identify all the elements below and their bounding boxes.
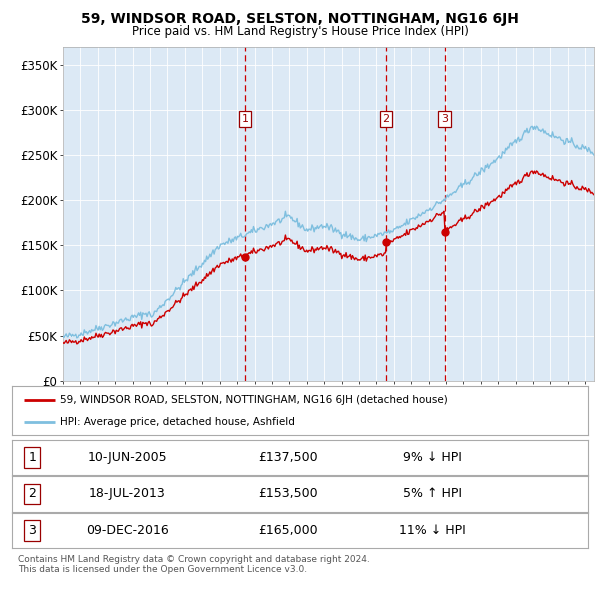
Text: 59, WINDSOR ROAD, SELSTON, NOTTINGHAM, NG16 6JH (detached house): 59, WINDSOR ROAD, SELSTON, NOTTINGHAM, N… <box>60 395 448 405</box>
Text: HPI: Average price, detached house, Ashfield: HPI: Average price, detached house, Ashf… <box>60 417 295 427</box>
Text: £165,000: £165,000 <box>259 524 318 537</box>
Text: This data is licensed under the Open Government Licence v3.0.: This data is licensed under the Open Gov… <box>18 565 307 574</box>
Text: 11% ↓ HPI: 11% ↓ HPI <box>399 524 466 537</box>
Text: £137,500: £137,500 <box>259 451 318 464</box>
Text: 18-JUL-2013: 18-JUL-2013 <box>89 487 166 500</box>
Text: £153,500: £153,500 <box>259 487 318 500</box>
Text: 3: 3 <box>441 114 448 124</box>
Text: 1: 1 <box>241 114 248 124</box>
Text: Price paid vs. HM Land Registry's House Price Index (HPI): Price paid vs. HM Land Registry's House … <box>131 25 469 38</box>
Text: 2: 2 <box>28 487 36 500</box>
Text: Contains HM Land Registry data © Crown copyright and database right 2024.: Contains HM Land Registry data © Crown c… <box>18 555 370 563</box>
Text: 59, WINDSOR ROAD, SELSTON, NOTTINGHAM, NG16 6JH: 59, WINDSOR ROAD, SELSTON, NOTTINGHAM, N… <box>81 12 519 26</box>
Text: 9% ↓ HPI: 9% ↓ HPI <box>403 451 462 464</box>
Text: 09-DEC-2016: 09-DEC-2016 <box>86 524 169 537</box>
Text: 5% ↑ HPI: 5% ↑ HPI <box>403 487 462 500</box>
Text: 1: 1 <box>28 451 36 464</box>
Text: 3: 3 <box>28 524 36 537</box>
Text: 2: 2 <box>382 114 389 124</box>
Text: 10-JUN-2005: 10-JUN-2005 <box>88 451 167 464</box>
